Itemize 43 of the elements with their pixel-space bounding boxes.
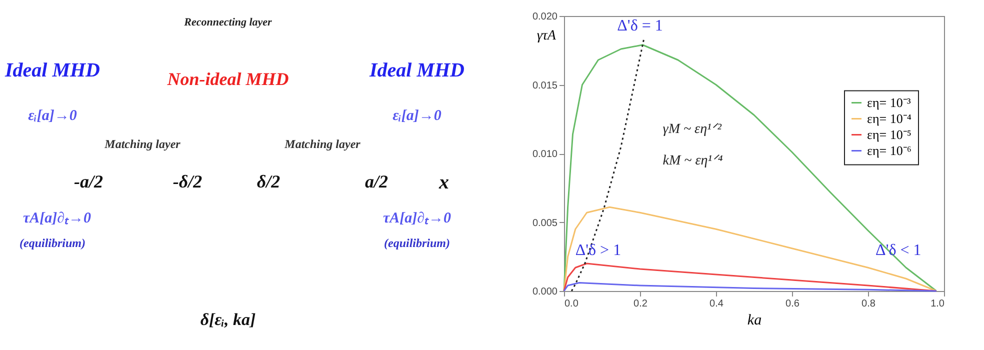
text: (equilibrium)	[19, 236, 86, 250]
y-tick-label: 0.015	[532, 80, 558, 92]
x-tick-label: 1.0	[930, 298, 945, 310]
text: Ideal MHD	[4, 59, 100, 82]
legend-label: εη= 10⁻⁴	[867, 110, 912, 126]
line-series	[563, 282, 938, 292]
legend-label: εη= 10⁻⁶	[867, 142, 912, 158]
text: εᵢ[a]→0	[392, 108, 442, 124]
legend-label: εη= 10⁻³	[867, 94, 911, 110]
text: δ[εᵢ, ka]	[200, 310, 256, 329]
line-series	[563, 206, 938, 292]
text: a/2	[364, 171, 388, 192]
text: Ideal MHD	[368, 59, 464, 82]
y-tick-label: 0.000	[532, 286, 558, 298]
text: -δ/2	[172, 171, 202, 192]
text: τA[a]∂ₜ→0	[382, 210, 452, 227]
text: εᵢ[a]→0	[28, 108, 78, 124]
x-tick-label: 0.2	[634, 298, 648, 310]
x-tick-label: 0.0	[564, 298, 579, 310]
line-series	[570, 38, 645, 292]
x-axis-title: ka	[747, 312, 762, 328]
line-series	[563, 44, 938, 292]
annotation: kM ~ εη¹ᐟ⁴	[662, 153, 723, 168]
annotation: Δ'δ > 1	[575, 242, 622, 259]
y-tick-label: 0.005	[532, 218, 558, 229]
x-tick-label: 0.8	[862, 298, 876, 310]
text: -a/2	[74, 171, 103, 192]
text: (equilibrium)	[384, 236, 450, 250]
text: Reconnecting layer	[183, 16, 273, 28]
x-tick-label: 0.4	[710, 298, 724, 310]
annotation: γM ~ εη¹ᐟ²	[662, 122, 722, 137]
y-tick-label: 0.020	[532, 12, 558, 22]
text: δ/2	[256, 171, 280, 192]
text: τA[a]∂ₜ→0	[22, 210, 92, 227]
y-axis-title: γτA	[536, 28, 556, 44]
y-tick-label: 0.010	[532, 149, 558, 160]
text: Non-ideal MHD	[166, 69, 289, 89]
text: x	[438, 171, 449, 194]
text: Matching layer	[104, 137, 181, 151]
legend-label: εη= 10⁻⁵	[867, 126, 912, 142]
annotation: Δ'δ = 1	[617, 18, 663, 35]
text: Matching layer	[284, 137, 361, 151]
x-tick-label: 0.6	[786, 298, 800, 310]
